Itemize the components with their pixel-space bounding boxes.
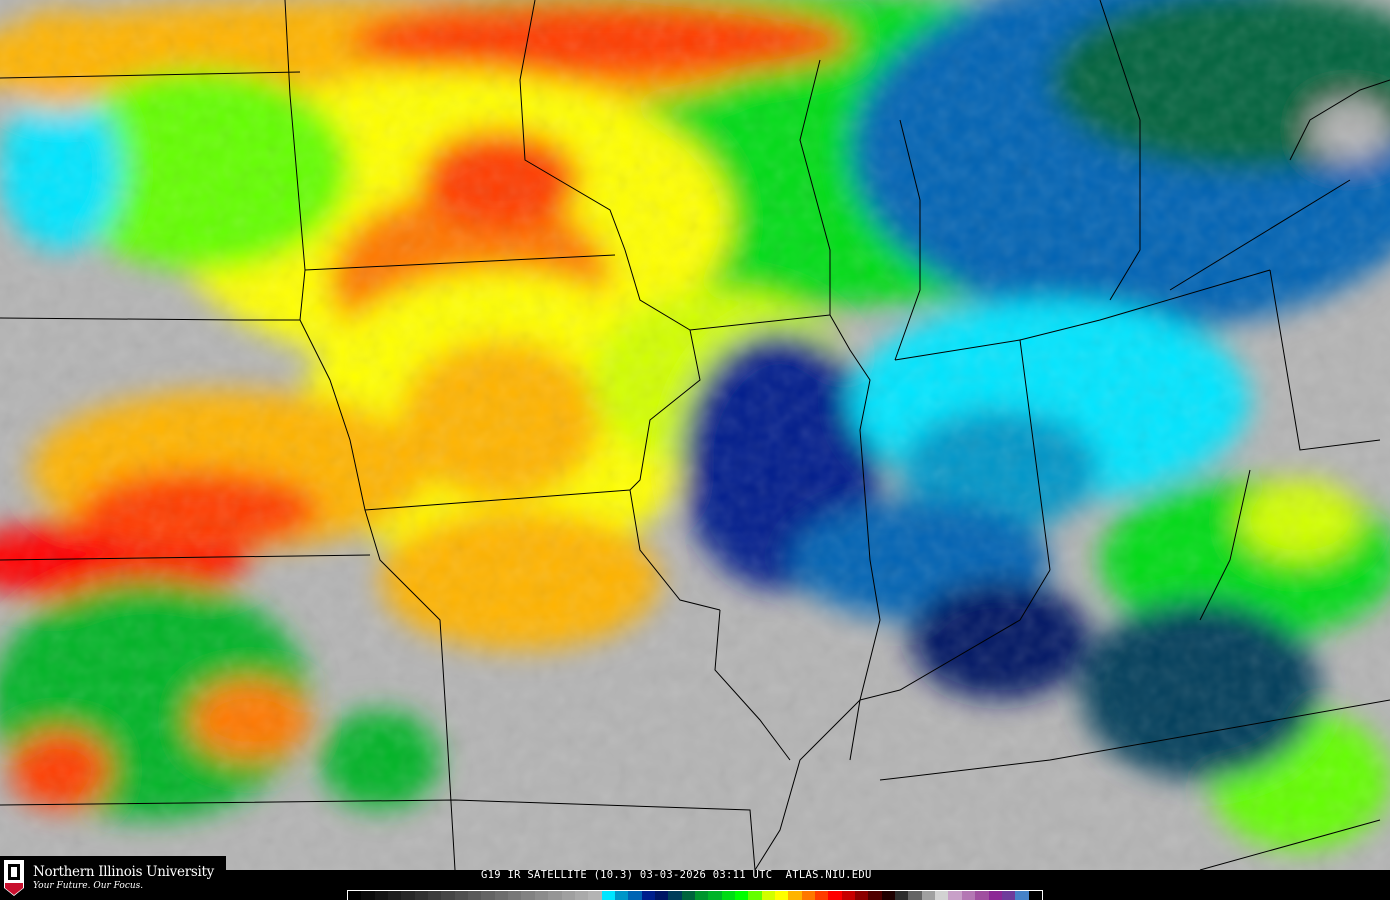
- niu-logo: Northern Illinois University Your Future…: [0, 856, 226, 900]
- colorbar-swatch: [815, 891, 829, 900]
- colorbar-swatch: [975, 891, 989, 900]
- colorbar-swatch: [654, 891, 669, 900]
- colorbar-swatch: [721, 891, 735, 900]
- state-borders: [0, 0, 1390, 870]
- colorbar-swatch: [361, 891, 375, 900]
- colorbar-swatch: [828, 891, 842, 900]
- colorbar-swatch: [601, 891, 615, 900]
- colorbar-swatch: [628, 891, 642, 900]
- colorbar-swatch: [614, 891, 629, 900]
- temperature-colorbar: [347, 890, 1043, 900]
- colorbar-swatch: [788, 891, 802, 900]
- colorbar-swatch: [574, 891, 589, 900]
- texture-overlay: [0, 0, 1390, 870]
- colorbar-swatch: [855, 891, 869, 900]
- colorbar-swatch: [454, 891, 469, 900]
- colorbar-swatch: [521, 891, 535, 900]
- colorbar-swatch: [868, 891, 882, 900]
- colorbar-swatch: [801, 891, 816, 900]
- image-caption: G19 IR SATELLITE (10.3) 03-03-2026 03:11…: [481, 869, 872, 881]
- colorbar-swatch: [668, 891, 682, 900]
- satellite-ir-map: [0, 0, 1390, 870]
- colorbar-swatch: [988, 891, 1002, 900]
- colorbar-swatch: [414, 891, 429, 900]
- colorbar-swatch: [1028, 891, 1042, 900]
- colorbar-swatch: [908, 891, 922, 900]
- colorbar-swatch: [468, 891, 482, 900]
- colorbar-swatch: [494, 891, 509, 900]
- colorbar-swatch: [935, 891, 949, 900]
- colorbar-swatch: [841, 891, 856, 900]
- niu-seal-icon: [4, 860, 24, 896]
- colorbar-swatch: [734, 891, 749, 900]
- university-name: Northern Illinois University: [33, 863, 214, 880]
- colorbar-swatch: [534, 891, 549, 900]
- colorbar-swatch: [761, 891, 775, 900]
- colorbar-swatch: [428, 891, 442, 900]
- colorbar-swatch: [441, 891, 455, 900]
- colorbar-swatch: [641, 891, 655, 900]
- colorbar-swatch: [548, 891, 562, 900]
- colorbar-swatch: [748, 891, 762, 900]
- colorbar-swatch: [708, 891, 722, 900]
- colorbar-swatch: [508, 891, 522, 900]
- colorbar-swatch: [561, 891, 575, 900]
- university-tagline: Your Future. Our Focus.: [33, 880, 144, 891]
- colorbar-swatch: [374, 891, 389, 900]
- colorbar-swatch: [895, 891, 909, 900]
- colorbar-swatch: [681, 891, 695, 900]
- colorbar-swatch: [775, 891, 789, 900]
- colorbar-swatch: [881, 891, 896, 900]
- colorbar-swatch: [948, 891, 962, 900]
- colorbar-swatch: [961, 891, 976, 900]
- colorbar-swatch: [694, 891, 709, 900]
- colorbar-swatch: [1015, 891, 1029, 900]
- colorbar-swatch: [921, 891, 936, 900]
- colorbar-swatch: [348, 891, 362, 900]
- colorbar-swatch: [1001, 891, 1016, 900]
- colorbar-swatch: [388, 891, 402, 900]
- colorbar-swatch: [481, 891, 495, 900]
- colorbar-swatch: [401, 891, 415, 900]
- colorbar-swatch: [588, 891, 602, 900]
